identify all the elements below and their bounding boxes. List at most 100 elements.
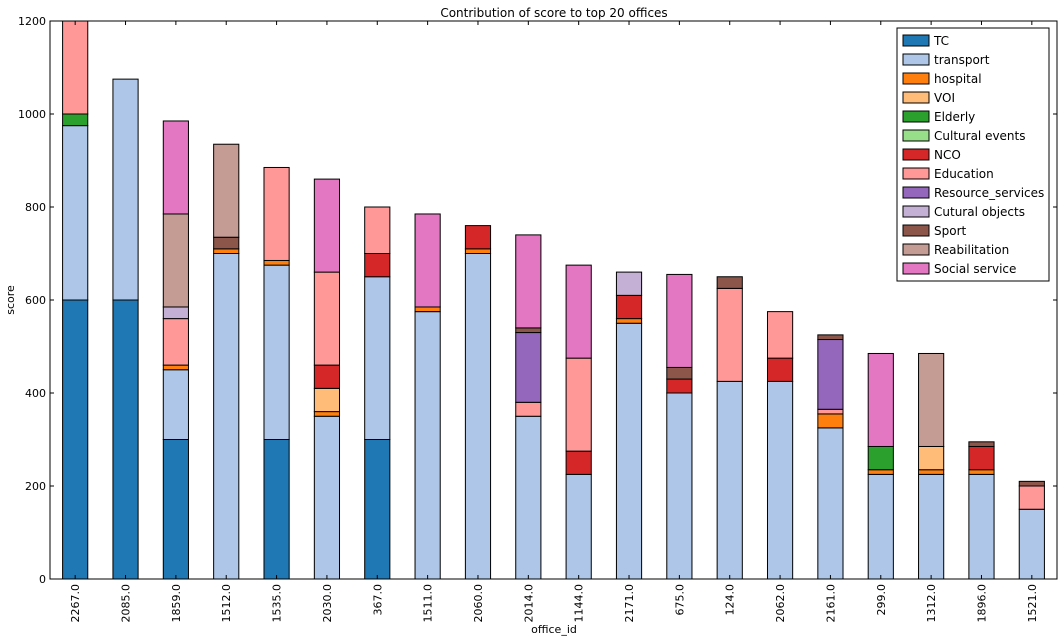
y-tick-label: 1000 <box>18 108 46 121</box>
legend-label: Education <box>934 167 994 181</box>
bar-segment <box>615 322 643 580</box>
x-tick-label: 2062.0 <box>774 584 787 623</box>
bar-segment <box>968 445 995 471</box>
bar-segment <box>62 299 89 580</box>
bar-segment <box>213 236 240 250</box>
legend-label: Elderly <box>934 110 975 124</box>
legend-label: Cultural events <box>934 129 1026 143</box>
legend-label: Reabilitation <box>934 243 1009 257</box>
bar-segment <box>817 339 844 410</box>
bar-segment <box>666 378 693 394</box>
legend-swatch <box>902 243 930 256</box>
bar-segment <box>666 366 693 380</box>
bar-segment <box>918 469 945 475</box>
x-tick-label: 2171.0 <box>623 584 636 623</box>
legend-swatch <box>902 91 930 104</box>
x-tick-label: 2014.0 <box>522 584 535 623</box>
legend-swatch <box>902 186 930 199</box>
y-tick-label: 1200 <box>18 15 46 28</box>
x-tick-label: 1896.0 <box>975 584 988 623</box>
bar-segment <box>162 369 189 440</box>
y-tick-label: 800 <box>25 201 46 214</box>
x-tick-label: 2085.0 <box>120 584 133 623</box>
legend-label: NCO <box>934 148 961 162</box>
bar-segment <box>263 166 290 261</box>
bar-segment <box>162 120 189 215</box>
bar-segment <box>263 259 290 266</box>
legend-label: VOI <box>934 91 955 105</box>
bar-segment <box>112 78 139 301</box>
bar-segment <box>313 178 341 273</box>
bar-segment <box>515 401 542 417</box>
x-tick-label: 2161.0 <box>824 584 837 623</box>
bar-segment <box>615 271 643 296</box>
bar-segment <box>968 441 995 447</box>
x-axis-label: office_id <box>531 623 577 636</box>
legend-label: Social service <box>934 262 1016 276</box>
y-tick-label: 400 <box>25 387 46 400</box>
bar-segment <box>364 439 391 580</box>
bar-segment <box>766 357 794 382</box>
bar-segment <box>918 352 945 447</box>
bar-segment <box>313 387 341 413</box>
bar-segment <box>867 445 894 471</box>
x-tick-label: 367.0 <box>371 584 384 616</box>
bar-segment <box>565 450 592 475</box>
bar-segment <box>364 253 391 278</box>
bar-segment <box>565 473 592 580</box>
bar-segment <box>766 380 794 580</box>
bar-segment <box>414 306 441 313</box>
bar-segment <box>1018 480 1045 487</box>
bar-segment <box>313 411 341 417</box>
legend-swatch <box>902 262 930 275</box>
bar-segment <box>817 413 844 429</box>
bar-segment <box>867 352 894 447</box>
y-tick-label: 200 <box>25 480 46 493</box>
bar-segment <box>716 380 743 580</box>
x-tick-label: 1512.0 <box>220 584 233 623</box>
legend: TC transport hospital VOI Elderly Cultural ev… <box>896 27 1050 282</box>
bar-segment <box>162 213 189 308</box>
legend-swatch <box>902 167 930 180</box>
bar-segment <box>263 264 290 440</box>
bar-segment <box>213 248 240 255</box>
bar-segment <box>515 332 542 403</box>
bar-segment <box>213 143 240 238</box>
x-tick-label: 1859.0 <box>170 584 183 623</box>
bar-segment <box>162 364 189 371</box>
bar-segment <box>313 271 341 366</box>
legend-swatch <box>902 205 930 218</box>
bar-segment <box>515 415 542 580</box>
x-tick-label: 299.0 <box>875 584 888 616</box>
y-axis: 0 200 400 600 800 1000 1200 <box>18 15 1057 586</box>
bar-segment <box>615 294 643 320</box>
bars-group <box>62 20 1045 580</box>
bar-segment <box>968 473 995 580</box>
legend-label: Sport <box>934 224 967 238</box>
y-tick-label: 600 <box>25 294 46 307</box>
bar-segment <box>414 311 441 580</box>
legend-swatch <box>902 148 930 161</box>
bar-segment <box>515 327 542 334</box>
legend-label: TC <box>933 34 949 48</box>
x-tick-label: 1535.0 <box>271 584 284 623</box>
bar-segment <box>313 364 341 389</box>
bar-segment <box>112 299 139 580</box>
bar-segment <box>162 306 189 320</box>
bar-segment <box>918 473 945 580</box>
bar-segment <box>263 439 290 580</box>
legend-swatch <box>902 110 930 123</box>
legend-label: Cutural objects <box>934 205 1025 219</box>
bar-segment <box>1018 485 1045 510</box>
bar-segment <box>867 473 894 580</box>
bar-segment <box>565 264 592 359</box>
bar-segment <box>968 469 995 475</box>
x-tick-label: 1511.0 <box>422 584 435 623</box>
legend-swatch <box>902 224 930 237</box>
y-tick-label: 0 <box>39 573 46 586</box>
x-tick-label: 2060.0 <box>472 584 485 623</box>
x-tick-label: 1144.0 <box>573 584 586 623</box>
legend-label: hospital <box>934 72 982 86</box>
legend-swatch <box>902 34 930 47</box>
